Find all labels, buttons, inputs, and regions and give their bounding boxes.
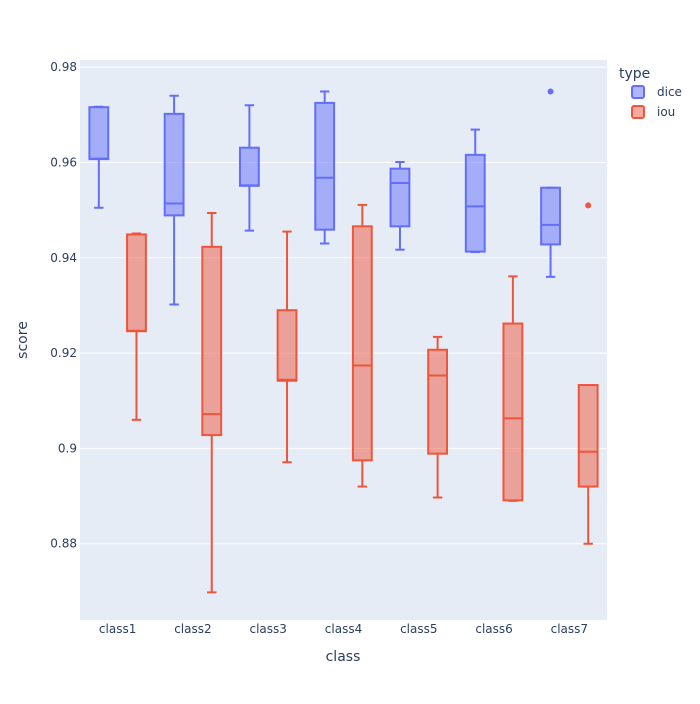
box-body — [314, 101, 336, 231]
y-tick-label: 0.88 — [50, 537, 77, 551]
box-iou-class1 — [126, 232, 147, 421]
y-axis-title: score — [15, 321, 31, 359]
box-dice-class3 — [238, 104, 260, 232]
plot-background — [80, 60, 607, 620]
y-tick-label: 0.98 — [50, 60, 77, 74]
box-body — [577, 384, 599, 488]
legend-swatch — [631, 105, 645, 119]
box-iou-class7 — [577, 202, 599, 545]
box-body — [163, 112, 185, 217]
legend-label: iou — [657, 105, 675, 119]
legend-items[interactable]: dice iou — [631, 85, 682, 119]
legend-label: dice — [657, 85, 682, 99]
box-body — [464, 153, 486, 253]
box-dice-class6 — [464, 128, 486, 254]
x-tick-label: class5 — [400, 622, 437, 636]
y-tick-label: 0.94 — [50, 251, 77, 265]
box-iou-class3 — [276, 230, 298, 464]
box-body — [502, 322, 524, 502]
box-body — [238, 146, 260, 187]
box-body — [389, 167, 411, 228]
box-dice-class7 — [540, 88, 561, 278]
x-tick-label: class1 — [99, 622, 136, 636]
legend-item-iou[interactable]: iou — [631, 105, 675, 119]
y-tick-label: 0.9 — [58, 441, 77, 455]
box-body — [351, 225, 373, 462]
box-dice-class1 — [88, 105, 110, 209]
legend-swatch — [631, 85, 645, 99]
box-iou-class2 — [201, 211, 223, 594]
box-dice-class4 — [314, 90, 336, 245]
box-series — [88, 88, 599, 594]
legend-item-dice[interactable]: dice — [631, 85, 682, 99]
box-dice-class2 — [163, 94, 185, 306]
x-axis-title: class — [326, 649, 361, 665]
box-dice-class5 — [389, 160, 411, 251]
x-tick-label: class6 — [475, 622, 512, 636]
legend[interactable]: type dice iou — [619, 66, 682, 119]
y-axis-ticks: 0.88 0.9 0.92 0.94 0.96 0.98 — [50, 60, 77, 551]
box-body — [88, 106, 110, 161]
x-tick-label: class2 — [174, 622, 211, 636]
box-body — [427, 348, 449, 455]
box-body — [126, 233, 147, 333]
y-tick-label: 0.92 — [50, 346, 77, 360]
x-tick-label: class3 — [249, 622, 286, 636]
box-body — [201, 245, 223, 437]
outlier-point — [585, 202, 592, 209]
box-iou-class4 — [351, 203, 373, 488]
box-body — [540, 186, 561, 246]
outlier-point — [547, 88, 554, 95]
x-tick-label: class4 — [325, 622, 362, 636]
box-body — [276, 309, 298, 382]
x-axis-ticks: class1 class2 class3 class4 class5 class6 clas… — [99, 622, 588, 636]
x-tick-label: class7 — [551, 622, 588, 636]
box-iou-class6 — [502, 275, 524, 502]
legend-title: type — [619, 66, 650, 82]
box-iou-class5 — [427, 335, 449, 499]
y-tick-label: 0.96 — [50, 155, 77, 169]
